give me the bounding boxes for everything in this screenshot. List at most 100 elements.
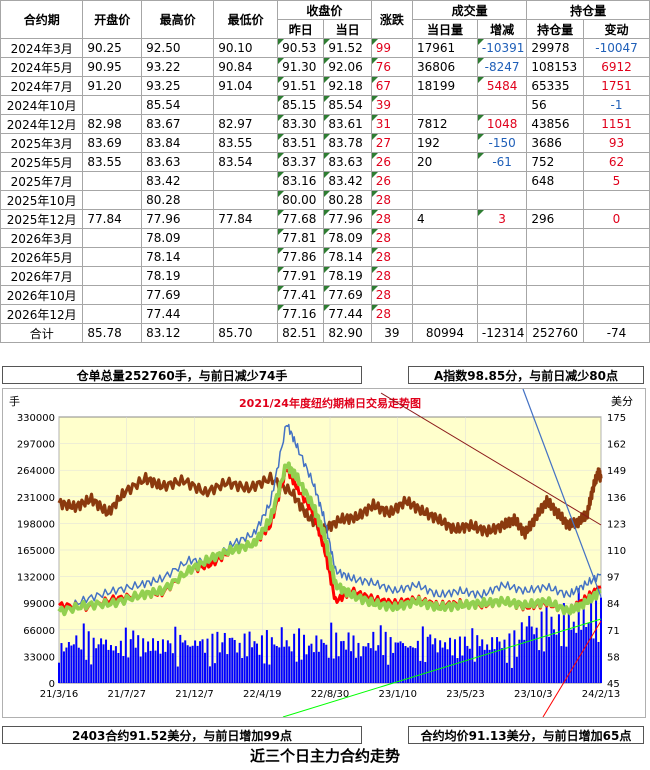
- volume-bar: [402, 643, 405, 683]
- volume-bar: [134, 647, 137, 683]
- volume-bar: [372, 631, 375, 683]
- volume-bar: [540, 611, 543, 683]
- table-cell: 2025年10月: [0, 190, 84, 210]
- volume-bar: [501, 648, 504, 683]
- y-right-label: 美分: [611, 395, 633, 408]
- series-a-index-line: [58, 423, 602, 614]
- volume-bar: [530, 626, 533, 683]
- table-cell: 92.18: [323, 76, 372, 96]
- callout-line-main: [282, 618, 602, 718]
- table-row: 2026年3月 78.09 77.81 78.09 28: [0, 228, 650, 248]
- volume-bar: [129, 639, 132, 683]
- warehouse-note: 仓单总量252760手，与前日减少74手: [2, 366, 362, 384]
- y-left-tick: 330000: [17, 413, 55, 424]
- table-cell: 83.55: [213, 133, 279, 153]
- table-row: 2026年12月 77.44 77.16 77.44 28: [0, 304, 650, 324]
- table-cell: 93.22: [141, 57, 215, 77]
- table-row: 2026年5月 78.14 77.86 78.14 28: [0, 247, 650, 267]
- volume-bar: [303, 634, 306, 683]
- volume-bar: [354, 657, 357, 683]
- chart-title: 2021/24年度纽约期棉日交易走势图: [239, 396, 421, 410]
- table-cell: 20: [412, 152, 478, 172]
- table-cell: [582, 304, 650, 324]
- table-cell: [213, 228, 279, 248]
- table-total-row: 合计 85.78 83.12 85.70 82.51 82.90 39 80994 -12314…: [0, 323, 650, 343]
- table-cell: [412, 247, 478, 267]
- table-cell: 83.63: [141, 152, 215, 172]
- volume-bar: [350, 651, 353, 683]
- table-cell: 17961: [412, 38, 478, 58]
- volume-bar: [154, 650, 157, 683]
- table-cell: 77.68: [277, 209, 325, 229]
- x-tick: 21/7/27: [107, 689, 146, 700]
- volume-bar: [557, 614, 560, 683]
- volume-bar: [191, 645, 194, 683]
- table-cell: 83.84: [141, 133, 215, 153]
- volume-bar: [315, 635, 318, 683]
- volume-bar: [359, 656, 362, 683]
- table-cell: 77.84: [82, 209, 143, 229]
- volume-bar: [166, 640, 169, 683]
- volume-bar: [152, 638, 155, 683]
- callout-line-ice: [380, 392, 602, 526]
- volume-bar: [416, 640, 419, 683]
- table-cell: 77.41: [277, 285, 325, 305]
- volume-bar: [60, 643, 63, 683]
- table-cell: 78.19: [323, 266, 372, 286]
- table-cell: 83.51: [277, 133, 325, 153]
- volume-bar: [179, 634, 182, 683]
- chart-svg: 0 45 33000 58 66000 71 99000 84 132000 97 165000 11…: [9, 388, 633, 718]
- table-cell: 2025年3月: [0, 133, 84, 153]
- table-cell: [582, 190, 650, 210]
- volume-bar: [100, 638, 103, 683]
- volume-bar: [278, 647, 281, 683]
- header-today-volume: 当日量: [412, 19, 478, 39]
- volume-bar: [364, 646, 367, 683]
- volume-bar: [451, 655, 454, 683]
- table-cell: 80.28: [323, 190, 372, 210]
- table-cell: 5484: [476, 76, 528, 96]
- volume-bar: [374, 650, 377, 683]
- volume-bar: [421, 626, 424, 683]
- header-oi-change: 变动: [582, 19, 650, 39]
- table-row: 2025年3月 83.69 83.84 83.55 83.51 83.78 27 192 -15…: [0, 133, 650, 153]
- volume-bar: [510, 667, 513, 683]
- volume-bar: [139, 656, 142, 683]
- volume-bar: [320, 639, 323, 683]
- volume-bar: [449, 637, 452, 683]
- table-cell: [82, 266, 143, 286]
- table-cell: 85.54: [141, 95, 215, 115]
- table-cell: 83.69: [82, 133, 143, 153]
- table-cell: 78.09: [323, 228, 372, 248]
- volume-bar: [322, 642, 325, 683]
- table-cell: [213, 304, 279, 324]
- volume-bar: [184, 640, 187, 683]
- table-cell: 2026年3月: [0, 228, 84, 248]
- volume-bar: [503, 639, 506, 683]
- table-cell: 2025年7月: [0, 171, 84, 191]
- volume-bar: [97, 644, 100, 683]
- table-cell: 62: [582, 152, 650, 172]
- table-cell: 76: [370, 57, 414, 77]
- volume-bar: [394, 642, 397, 683]
- table-cell: [476, 247, 528, 267]
- y-left-tick: 33000: [23, 652, 55, 663]
- volume-bar: [528, 615, 531, 683]
- price-table: 合约期 开盘价 最高价 最低价 收盘价 涨跌 成交量 持仓量 昨日 当日 当日量…: [0, 0, 650, 343]
- table-cell: 90.25: [82, 38, 143, 58]
- table-cell: 83.54: [213, 152, 279, 172]
- volume-bar: [117, 652, 120, 683]
- table-cell: 2026年7月: [0, 266, 84, 286]
- table-cell: 65335: [526, 76, 584, 96]
- volume-bar: [75, 635, 78, 683]
- table-cell: 39: [370, 95, 414, 115]
- volume-bar: [444, 642, 447, 683]
- table-cell: 80.28: [141, 190, 215, 210]
- volume-bar: [233, 639, 236, 683]
- header-open-interest: 持仓量: [526, 0, 650, 20]
- table-cell: 93.25: [141, 76, 215, 96]
- volume-bar: [288, 646, 291, 683]
- volume-bar: [389, 637, 392, 683]
- table-cell: 91.20: [82, 76, 143, 96]
- table-cell: 83.42: [323, 171, 372, 191]
